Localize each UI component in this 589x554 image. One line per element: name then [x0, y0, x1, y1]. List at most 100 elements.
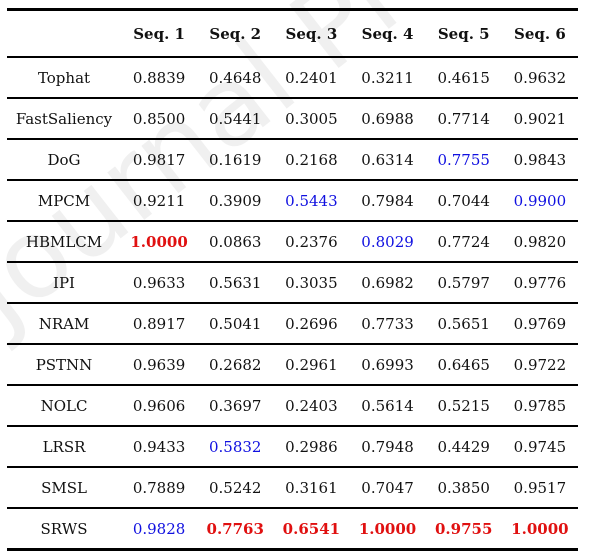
value-cell: 0.5832 [208, 437, 262, 456]
value-cell: 0.3211 [361, 68, 414, 87]
results-table: Seq. 1 Seq. 2 Seq. 3 Seq. 4 Seq. 5 Seq. 6 Top… [7, 8, 578, 551]
value-cell: 0.2376 [285, 232, 338, 251]
value-cell: 0.2401 [285, 68, 338, 87]
header-cell-seq-1: Seq. 1 [133, 24, 185, 43]
method-name-cell: IPI [53, 273, 75, 292]
value-cell: 0.6982 [361, 273, 414, 292]
table-row: Tophat 0.8839 0.4648 0.2401 0.3211 0.4615 0.96… [7, 57, 578, 98]
table-row: NRAM 0.8917 0.5041 0.2696 0.7733 0.5651 0.9769 [7, 303, 578, 344]
value-cell: 0.5631 [208, 273, 262, 292]
value-cell: 0.7984 [361, 191, 414, 210]
table-row: MPCM 0.9211 0.3909 0.5443 0.7984 0.7044 0.9900 [7, 180, 578, 221]
value-cell: 0.5443 [285, 191, 338, 210]
value-cell: 0.9211 [132, 191, 186, 210]
value-cell: 0.4615 [437, 68, 490, 87]
value-cell: 0.2961 [285, 355, 338, 374]
table-row: HBMLCM 1.0000 0.0863 0.2376 0.8029 0.7724 0.98… [7, 221, 578, 262]
value-cell: 0.7047 [361, 478, 414, 497]
value-cell: 0.8917 [132, 314, 186, 333]
header-cell-seq-2: Seq. 2 [209, 24, 262, 43]
method-name-cell: SRWS [40, 519, 88, 538]
header-cell-seq-5: Seq. 5 [437, 24, 490, 43]
method-name-cell: FastSaliency [15, 109, 113, 128]
value-cell: 0.2168 [285, 150, 338, 169]
method-name-cell: HBMLCM [25, 232, 103, 251]
method-name-cell: LRSR [42, 437, 86, 456]
value-cell: 0.9745 [513, 437, 567, 456]
results-table-container: Seq. 1 Seq. 2 Seq. 3 Seq. 4 Seq. 5 Seq. 6 Top… [7, 8, 578, 551]
table-row: NOLC 0.9606 0.3697 0.2403 0.5614 0.5215 0.9785 [7, 385, 578, 426]
header-row: Seq. 1 Seq. 2 Seq. 3 Seq. 4 Seq. 5 Seq. 6 [7, 9, 578, 58]
value-cell: 0.0863 [208, 232, 262, 251]
value-cell: 0.2696 [285, 314, 338, 333]
value-cell: 0.8029 [361, 232, 414, 251]
value-cell: 0.2986 [285, 437, 338, 456]
value-cell: 1.0000 [130, 232, 188, 251]
header-cell-seq-4: Seq. 4 [361, 24, 414, 43]
value-cell: 0.5614 [361, 396, 414, 415]
value-cell: 0.5215 [437, 396, 490, 415]
table-row: FastSaliency 0.8500 0.5441 0.3005 0.6988 0.77… [7, 98, 578, 139]
header-cell-seq-3: Seq. 3 [285, 24, 338, 43]
header-cell-seq-6: Seq. 6 [514, 24, 566, 43]
value-cell: 0.7755 [437, 150, 490, 169]
table-row: LRSR 0.9433 0.5832 0.2986 0.7948 0.4429 0.9745 [7, 426, 578, 467]
method-name-cell: Tophat [37, 68, 91, 87]
table-row: SMSL 0.7889 0.5242 0.3161 0.7047 0.3850 0.9517 [7, 467, 578, 508]
value-cell: 0.6465 [437, 355, 490, 374]
value-cell: 0.6541 [282, 519, 341, 538]
value-cell: 0.5441 [208, 109, 262, 128]
table-row: SRWS 0.9828 0.7763 0.6541 1.0000 0.9755 1.0000 [7, 508, 578, 550]
value-cell: 0.8500 [132, 109, 186, 128]
method-name-cell: PSTNN [35, 355, 93, 374]
value-cell: 0.9639 [132, 355, 186, 374]
method-name-cell: MPCM [37, 191, 91, 210]
table-row: DoG 0.9817 0.1619 0.2168 0.6314 0.7755 0.9843 [7, 139, 578, 180]
value-cell: 0.9606 [132, 396, 186, 415]
value-cell: 0.9769 [513, 314, 567, 333]
value-cell: 0.9900 [513, 191, 567, 210]
value-cell: 0.9755 [434, 519, 493, 538]
value-cell: 0.9843 [513, 150, 567, 169]
value-cell: 0.5797 [437, 273, 490, 292]
value-cell: 0.6314 [361, 150, 414, 169]
method-name-cell: NOLC [40, 396, 88, 415]
value-cell: 0.3035 [285, 273, 338, 292]
value-cell: 0.9776 [513, 273, 567, 292]
value-cell: 0.9828 [132, 519, 186, 538]
method-name-cell: SMSL [41, 478, 87, 497]
value-cell: 0.9817 [132, 150, 186, 169]
value-cell: 0.9722 [513, 355, 567, 374]
value-cell: 0.9632 [513, 68, 567, 87]
value-cell: 0.9433 [132, 437, 186, 456]
value-cell: 0.8839 [132, 68, 186, 87]
value-cell: 0.3161 [285, 478, 338, 497]
header-cell-method [7, 10, 121, 58]
value-cell: 0.9785 [513, 396, 567, 415]
value-cell: 0.7763 [206, 519, 264, 538]
value-cell: 1.0000 [358, 519, 417, 538]
method-name-cell: DoG [47, 150, 81, 169]
value-cell: 0.9517 [513, 478, 567, 497]
value-cell: 0.1619 [208, 150, 262, 169]
value-cell: 0.6988 [361, 109, 414, 128]
value-cell: 1.0000 [511, 519, 569, 538]
value-cell: 0.3850 [437, 478, 490, 497]
value-cell: 0.5651 [437, 314, 490, 333]
value-cell: 0.6993 [361, 355, 414, 374]
value-cell: 0.2682 [208, 355, 262, 374]
value-cell: 0.2403 [285, 396, 338, 415]
value-cell: 0.7889 [132, 478, 186, 497]
value-cell: 0.7948 [361, 437, 414, 456]
value-cell: 0.4648 [208, 68, 262, 87]
value-cell: 0.7714 [437, 109, 490, 128]
value-cell: 0.9633 [132, 273, 186, 292]
value-cell: 0.5242 [208, 478, 262, 497]
value-cell: 0.3005 [285, 109, 338, 128]
value-cell: 0.9820 [513, 232, 567, 251]
value-cell: 0.3697 [208, 396, 262, 415]
value-cell: 0.7733 [361, 314, 414, 333]
method-name-cell: NRAM [38, 314, 90, 333]
value-cell: 0.9021 [513, 109, 567, 128]
value-cell: 0.5041 [208, 314, 262, 333]
